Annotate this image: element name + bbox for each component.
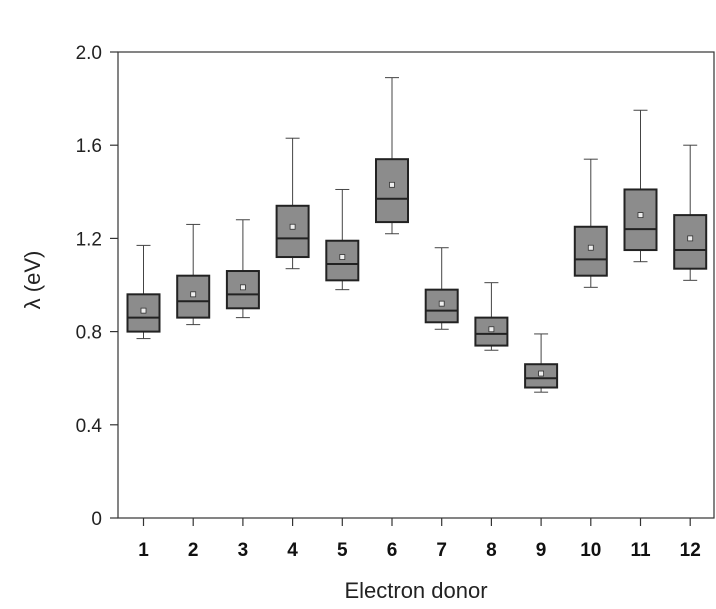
y-tick-label: 1.6 <box>76 136 102 157</box>
x-axis-title: Electron donor <box>344 578 487 603</box>
mean-marker <box>637 212 644 219</box>
box-11 <box>623 109 658 263</box>
mean-marker <box>389 181 395 188</box>
x-tick-label-6: 6 <box>387 540 398 561</box>
y-tick-label: 0.8 <box>76 323 102 344</box>
mean-marker <box>239 284 246 291</box>
x-tick-label-2: 2 <box>188 540 199 561</box>
box-9 <box>524 333 559 393</box>
interquartile-box <box>275 204 310 259</box>
x-tick-label-12: 12 <box>680 540 701 561</box>
x-tick-label-10: 10 <box>580 540 601 561</box>
mean-marker <box>587 244 594 251</box>
interquartile-box <box>623 188 658 252</box>
mean-marker <box>190 291 197 298</box>
interquartile-box <box>673 214 708 270</box>
box-4 <box>275 137 310 270</box>
box-3 <box>225 219 260 319</box>
mean-marker <box>488 326 495 333</box>
y-axis-title: λ (eV) <box>20 251 45 310</box>
y-tick-label: 0.4 <box>76 416 103 437</box>
x-tick-label-4: 4 <box>287 540 298 561</box>
interquartile-box <box>325 239 360 282</box>
mean-marker <box>538 370 544 377</box>
box-2 <box>176 223 211 326</box>
y-tick-label: 1.2 <box>76 229 102 250</box>
interquartile-box <box>375 158 409 224</box>
interquartile-box <box>573 225 608 277</box>
x-tick-label-9: 9 <box>536 540 547 561</box>
x-tick-label-8: 8 <box>486 540 497 561</box>
box-12 <box>673 144 708 281</box>
plot-area-frame <box>117 51 715 519</box>
mean-marker <box>438 300 445 307</box>
interquartile-box <box>176 274 211 319</box>
mean-marker <box>687 235 694 242</box>
box-5 <box>325 188 360 291</box>
box-6 <box>375 77 409 235</box>
box-7 <box>424 247 459 330</box>
mean-marker <box>140 307 147 314</box>
box-8 <box>474 282 509 351</box>
x-tick-label-5: 5 <box>337 540 348 561</box>
x-tick-label-11: 11 <box>630 540 651 561</box>
x-tick-label-1: 1 <box>138 540 149 561</box>
x-tick-label-3: 3 <box>238 540 249 561</box>
box-10 <box>573 158 608 288</box>
mean-marker <box>289 223 296 230</box>
box-1 <box>126 244 161 340</box>
x-tick-label-7: 7 <box>436 540 447 561</box>
y-tick-label: 0 <box>91 509 102 530</box>
mean-marker <box>339 254 346 260</box>
y-tick-label: 2.0 <box>76 43 102 64</box>
